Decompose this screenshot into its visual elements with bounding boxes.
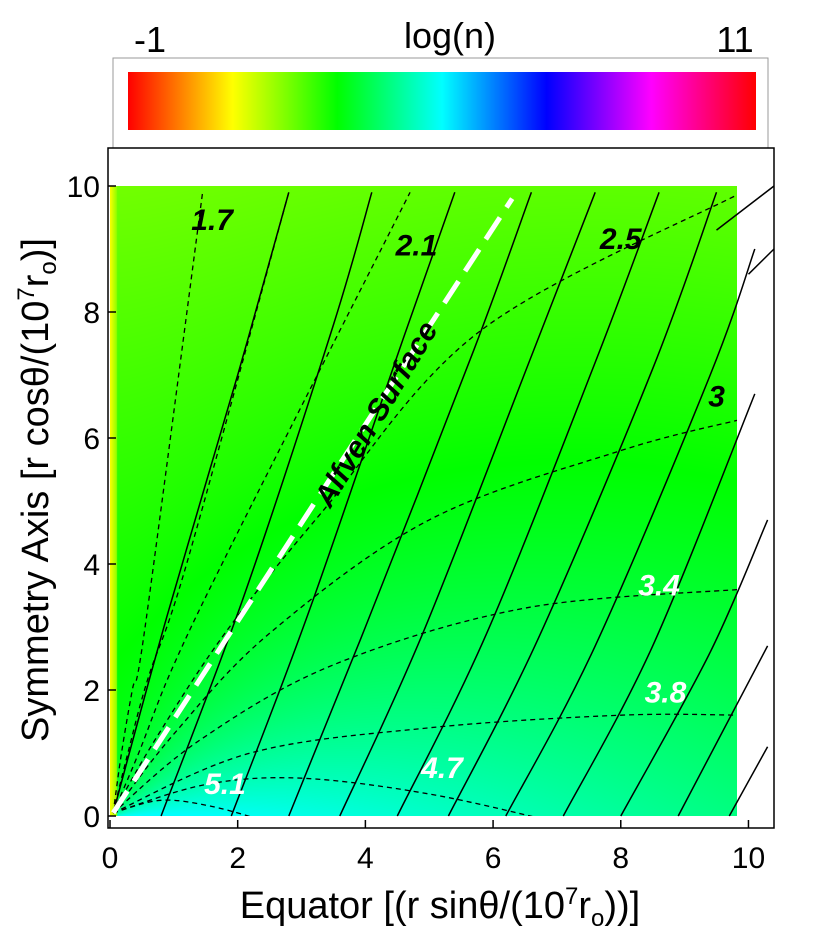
contour-label-7: 4.7 [420,752,464,785]
contour-label-4: 3 [708,381,725,414]
x-tick-label-8: 8 [612,842,629,875]
y-tick-label-10: 10 [67,171,100,204]
field-line-2 [160,192,373,817]
x-tick-label-4: 4 [357,842,374,875]
x-tick-label-10: 10 [732,842,765,875]
colorbar-gradient [128,72,756,130]
density-contour-1 [112,192,204,813]
y-axis-label-r: r [15,274,57,287]
x-axis-label-subscript: o [591,905,604,932]
x-axis-label-exponent: 7 [565,883,578,910]
y-tick-label-8: 8 [83,297,100,330]
field-line-11 [677,645,769,817]
density-contour-4 [112,194,737,814]
density-contour-8 [113,777,533,816]
y-axis-label: Symmetry Axis [r cosθ/(107ro)] [13,238,62,742]
y-axis-label-main: Symmetry Axis [r cosθ/(10 [15,301,57,742]
alfven-surface-layer [111,197,515,815]
x-tick-label-0: 0 [102,842,119,875]
field-line-9 [562,393,756,817]
contour-label-2: 2.1 [395,229,438,262]
colorbar: -1 log(n) 11 [112,15,769,149]
y-tick-label-4: 4 [83,549,100,582]
field-line-14 [747,248,774,275]
colorbar-title: log(n) [404,15,496,56]
density-contour-5 [112,419,737,814]
plot-frame [107,147,775,829]
y-axis-label-exponent: 7 [13,287,40,300]
contour-label-6: 3.8 [645,677,687,710]
colorbar-max-label: 11 [716,19,753,60]
density-contour-2 [112,192,290,814]
x-axis-label: Equator [(r sinθ/(107ro))] [240,883,641,932]
x-tick-label-2: 2 [229,842,246,875]
heatmap [110,186,737,816]
x-axis-label-main: Equator [(r sinθ/(10 [240,885,565,927]
x-axis-label-r: r [578,885,591,927]
field-line-6 [396,192,660,817]
field-line-12 [728,746,769,817]
contour-labels: 1.7 2.1 2.5 3 3.4 3.8 4.7 5.1 [191,204,725,801]
field-line-4 [288,192,533,817]
field-line-10 [620,519,769,817]
heatmap-raster [110,186,737,816]
y-tick-label-6: 6 [83,423,100,456]
colorbar-min-label: -1 [134,19,166,60]
contour-label-3: 2.5 [599,223,643,256]
field-line-5 [339,192,596,817]
x-tick-label-6: 6 [485,842,502,875]
field-line-7 [447,192,718,817]
contour-label-1: 1.7 [191,204,234,237]
density-contours [112,192,737,816]
field-line-8 [505,248,756,817]
y-axis-ticks: 0 2 4 6 8 10 [67,171,116,834]
density-contour-6 [112,588,737,814]
density-contour-7 [112,713,737,814]
contour-label-5: 3.4 [638,570,680,603]
x-axis-label-close: ))] [604,885,640,927]
x-axis-ticks: 0 2 4 6 8 10 [102,820,765,875]
y-tick-label-2: 2 [83,675,100,708]
density-contour-9 [113,799,251,816]
field-line-3 [230,192,456,817]
density-contour-3 [112,192,411,814]
y-axis-label-subscript: o [35,261,62,274]
y-axis-label-close: )] [15,238,57,261]
y-tick-label-0: 0 [83,801,100,834]
field-line-13 [716,185,774,231]
alfven-surface-line [111,197,515,815]
contour-label-8: 5.1 [204,768,246,801]
